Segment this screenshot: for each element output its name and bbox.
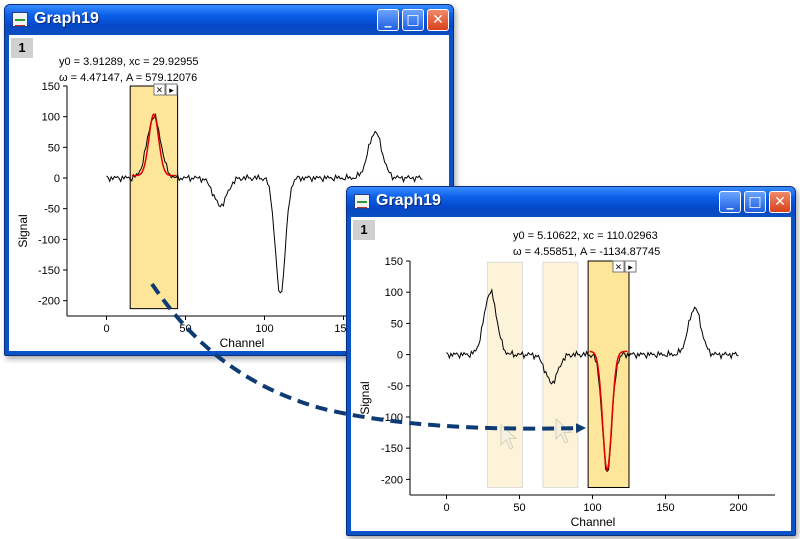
fit-curve [589, 350, 628, 472]
y-tick-label: 50 [391, 318, 403, 330]
y-tick-label: -100 [381, 412, 403, 424]
graph-window-icon [354, 194, 370, 209]
close-button[interactable]: ✕ [427, 9, 449, 31]
minimize-button[interactable]: _ [719, 191, 741, 213]
x-tick-label: 50 [513, 502, 525, 514]
ghost-roi-box [542, 261, 579, 489]
x-tick-label: 200 [729, 502, 747, 514]
arrow-cursor-icon [500, 423, 518, 450]
roi-close-button[interactable]: × [156, 85, 162, 97]
y-tick-label: -150 [381, 443, 403, 455]
roi-menu-button[interactable]: ▸ [169, 85, 174, 95]
window-title: Graph19 [376, 192, 441, 209]
fit-results-line-2: ω = 4.47147, A = 579.12076 [59, 72, 197, 84]
y-tick-label: -100 [38, 234, 60, 246]
graph-window-icon [12, 12, 28, 27]
fit-results-line-1: y0 = 3.91289, xc = 29.92955 [59, 56, 198, 68]
window-title-bar[interactable]: Graph19 _ □ ✕ [347, 187, 795, 217]
roi-menu-button[interactable]: ▸ [628, 262, 633, 272]
y-axis-label: Signal [16, 214, 30, 247]
fit-curve [131, 113, 176, 177]
window-title: Graph19 [34, 10, 99, 27]
fit-results-line-1: y0 = 5.10622, xc = 110.02963 [513, 230, 658, 242]
y-tick-label: 50 [48, 142, 60, 154]
x-tick-label: 100 [255, 323, 273, 335]
x-tick-label: 50 [179, 323, 191, 335]
roi-controls[interactable]: × ▸ [612, 260, 637, 274]
x-axis-label: Channel [220, 336, 265, 350]
layer-tab[interactable]: 1 [11, 38, 33, 58]
roi-controls[interactable]: × ▸ [153, 83, 178, 97]
x-tick-label: 100 [583, 502, 601, 514]
roi-box[interactable] [129, 85, 179, 310]
minimize-button[interactable]: _ [377, 9, 399, 31]
y-tick-label: -50 [44, 204, 60, 216]
x-axis-label: Channel [571, 515, 616, 529]
window-title-bar[interactable]: Graph19 _ □ ✕ [5, 5, 453, 35]
y-tick-label: -50 [387, 381, 403, 393]
graph-plot-2[interactable]: y0 = 5.10622, xc = 110.02963 ω = 4.55851… [351, 217, 791, 531]
y-tick-label: -200 [38, 296, 60, 308]
layer-tab[interactable]: 1 [353, 220, 375, 240]
graph-window-2[interactable]: Graph19 _ □ ✕ 1 y0 = 5.10622, xc = 110.0… [346, 186, 796, 536]
y-tick-label: 0 [54, 173, 60, 185]
x-tick-label: 150 [656, 502, 674, 514]
y-tick-label: 100 [385, 287, 403, 299]
close-button[interactable]: ✕ [769, 191, 791, 213]
y-axis-label: Signal [358, 381, 372, 414]
signal-line [106, 112, 423, 294]
maximize-button[interactable]: □ [744, 191, 766, 213]
y-tick-label: 150 [385, 256, 403, 268]
y-tick-label: 100 [42, 112, 60, 124]
maximize-button[interactable]: □ [402, 9, 424, 31]
roi-close-button[interactable]: × [615, 262, 621, 274]
graph-area[interactable]: 1 y0 = 5.10622, xc = 110.02963 ω = 4.558… [351, 217, 791, 531]
y-tick-label: -200 [381, 474, 403, 486]
roi-box[interactable] [587, 260, 630, 489]
x-tick-label: 0 [443, 502, 449, 514]
x-tick-label: 0 [103, 323, 109, 335]
y-tick-label: 0 [397, 350, 403, 362]
y-tick-label: -150 [38, 265, 60, 277]
y-tick-label: 150 [42, 81, 60, 93]
fit-results-line-2: ω = 4.55851, A = -1134.87745 [513, 246, 660, 258]
